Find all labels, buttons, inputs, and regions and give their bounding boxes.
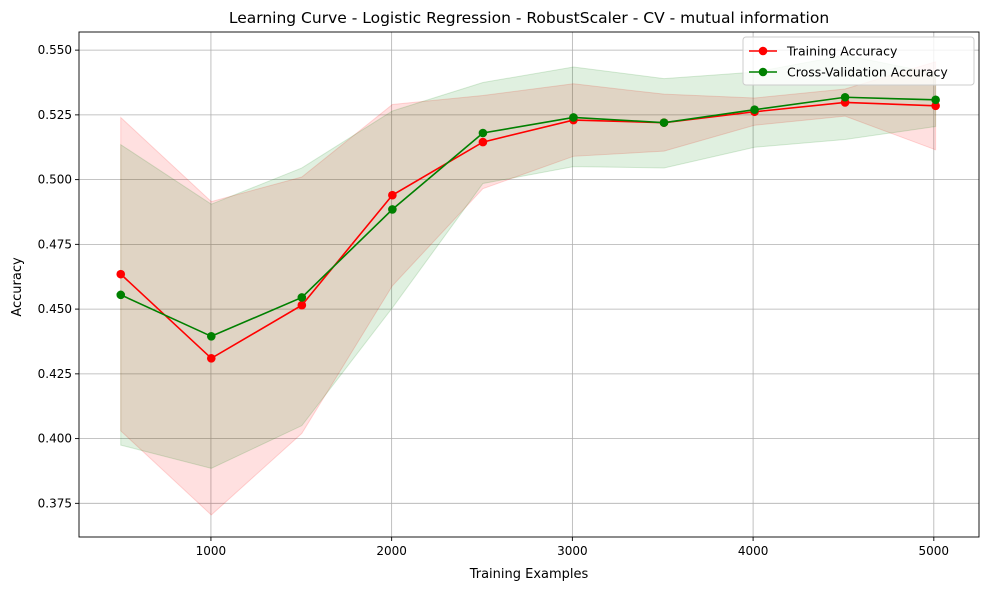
plot-frame: [78, 31, 980, 538]
confidence-band-training: [120, 61, 937, 516]
legend-marker-training: [758, 46, 768, 56]
x-tick-label: 4000: [738, 544, 769, 558]
x-tick-label: 2000: [376, 544, 407, 558]
legend-label-cross-validation: Cross-Validation Accuracy: [787, 65, 948, 80]
data-point-cross-validation: [388, 205, 397, 214]
legend-marker-cross-validation: [758, 67, 768, 77]
data-point-training: [478, 137, 488, 147]
confidence-band-cross-validation: [120, 54, 937, 469]
data-point-training: [206, 354, 216, 363]
y-tick-label: 0.525: [38, 108, 72, 122]
legend-label-training: Training Accuracy: [786, 44, 898, 59]
data-point-cross-validation: [297, 293, 307, 302]
series-line-cross-validation: [120, 96, 936, 338]
y-tick-label: 0.400: [38, 432, 72, 446]
data-point-training: [297, 300, 307, 310]
data-point-training: [388, 190, 397, 200]
data-point-cross-validation: [840, 92, 850, 102]
y-tick-label: 0.375: [38, 496, 72, 510]
y-tick-label: 0.425: [38, 367, 72, 381]
x-tick-label: 3000: [557, 544, 588, 558]
legend: Training Accuracy Cross-Validation Accura…: [742, 36, 975, 86]
data-point-training: [931, 101, 940, 111]
data-point-cross-validation: [569, 113, 578, 122]
chart-title: Learning Curve - Logistic Regression - R…: [229, 9, 829, 27]
y-tick-label: 0.450: [38, 302, 72, 316]
plot-area: 1000 2000 3000 4000 5000 0.375 0.400 0.425 0.450…: [38, 31, 980, 558]
plot-background: [79, 32, 979, 537]
data-point-cross-validation: [750, 105, 759, 114]
y-tick-label: 0.500: [38, 173, 72, 187]
x-tick-label: 5000: [919, 544, 950, 558]
series-line-training: [120, 101, 936, 360]
data-point-cross-validation: [931, 95, 940, 105]
data-point-cross-validation: [116, 290, 126, 300]
x-axis-label: Training Examples: [469, 567, 589, 582]
legend-box: [742, 36, 975, 86]
y-tick-label: 0.475: [38, 237, 72, 251]
y-axis-label: Accuracy: [10, 257, 25, 317]
data-point-cross-validation: [206, 331, 216, 341]
y-tick-label: 0.550: [38, 43, 72, 57]
data-point-cross-validation: [478, 128, 488, 138]
x-tick-label: 1000: [196, 544, 227, 558]
data-point-training: [116, 269, 126, 279]
data-point-cross-validation: [659, 118, 669, 127]
